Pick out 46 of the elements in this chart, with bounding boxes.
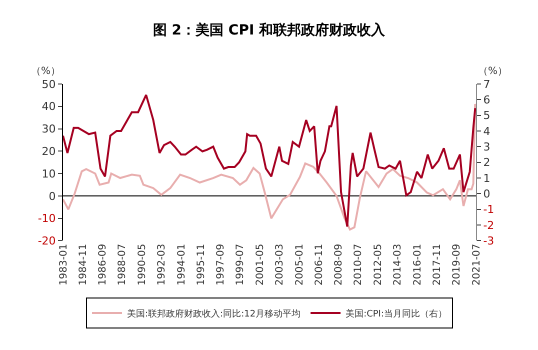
x-tick-label: 1999-07 bbox=[235, 244, 246, 286]
y-tick-label: 0 bbox=[48, 190, 56, 203]
x-tick-label: 1984-11 bbox=[78, 244, 89, 286]
y-axis-title: （%） bbox=[31, 66, 61, 77]
y2-tick-label: 0 bbox=[483, 188, 490, 201]
y2-tick-label: 6 bbox=[483, 94, 490, 107]
x-tick-label: 2019-09 bbox=[452, 244, 463, 286]
x-tick-label: 1986-09 bbox=[98, 244, 109, 286]
x-tick-label: 1992-03 bbox=[156, 244, 168, 286]
x-tick-label: 2001-05 bbox=[254, 244, 266, 286]
x-tick-label: 2012-05 bbox=[372, 244, 384, 286]
y2-axis-title: （%） bbox=[478, 66, 508, 77]
y-tick-label: 40 bbox=[42, 100, 56, 114]
y-tick-label: 10 bbox=[42, 167, 56, 180]
x-tick-label: 2014-03 bbox=[392, 244, 404, 286]
chart-title: 图 2：美国 CPI 和联邦政府财政收入 bbox=[152, 21, 386, 38]
x-tick-label: 1990-05 bbox=[136, 244, 148, 286]
x-tick-label: 2008-09 bbox=[334, 244, 345, 286]
y-tick-label: 50 bbox=[42, 78, 56, 91]
y-tick-label: -20 bbox=[38, 234, 56, 248]
x-tick-label: 1995-11 bbox=[196, 244, 207, 286]
x-tick-label: 2010-07 bbox=[353, 244, 364, 286]
x-tick-label: 2003-03 bbox=[274, 244, 286, 286]
y2-tick-label: 1 bbox=[483, 172, 490, 185]
x-tick-label: 1983-01 bbox=[58, 244, 70, 286]
x-tick-label: 1988-07 bbox=[117, 244, 128, 286]
x-tick-label: 2005-01 bbox=[294, 244, 306, 286]
y2-tick-label: -2 bbox=[483, 218, 494, 232]
legend-label: 美国:联邦政府财政收入:同比:12月移动平均 bbox=[127, 308, 301, 320]
x-tick-label: 2017-11 bbox=[432, 244, 443, 286]
x-tick-label: 2021-07 bbox=[471, 244, 482, 286]
y2-tick-label: 2 bbox=[483, 156, 490, 170]
x-tick-label: 2006-11 bbox=[314, 244, 325, 286]
x-tick-label: 1997-09 bbox=[216, 244, 227, 286]
y-tick-label: -10 bbox=[38, 212, 56, 226]
legend-label: 美国:CPI:当月同比（右） bbox=[346, 308, 447, 320]
y2-tick-label: 3 bbox=[483, 140, 490, 154]
x-tick-label: 1994-01 bbox=[176, 244, 188, 286]
y2-tick-label: -3 bbox=[483, 234, 494, 248]
y2-tick-label: 7 bbox=[483, 78, 490, 91]
y2-tick-label: -1 bbox=[483, 203, 494, 216]
y-tick-label: 30 bbox=[42, 122, 56, 136]
y2-tick-label: 5 bbox=[483, 109, 490, 122]
y-tick-label: 20 bbox=[42, 145, 56, 158]
x-tick-label: 2016-01 bbox=[412, 244, 424, 286]
y2-tick-label: 4 bbox=[483, 124, 490, 138]
